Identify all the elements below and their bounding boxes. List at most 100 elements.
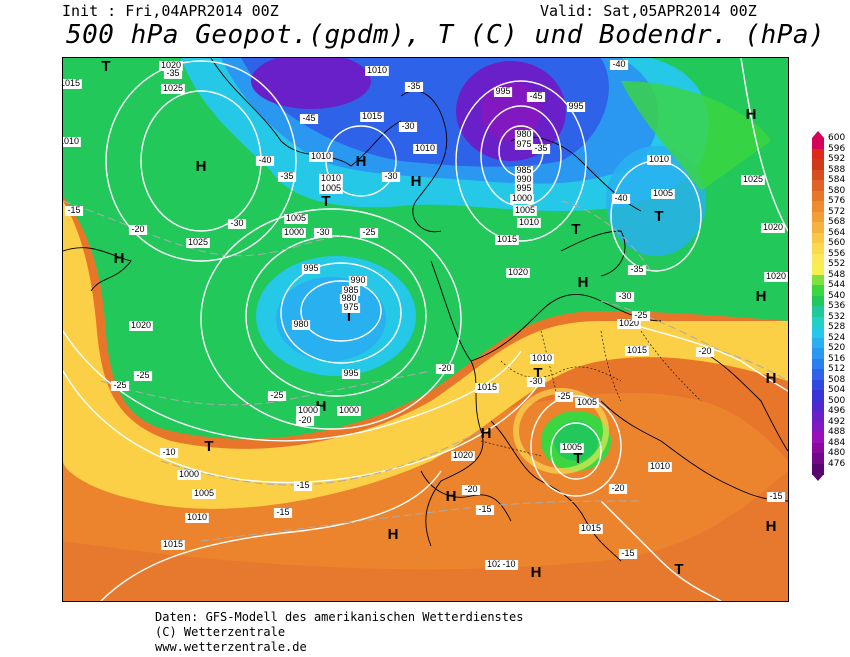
isobar-label: 1025 bbox=[743, 174, 763, 184]
legend-swatch bbox=[812, 232, 824, 244]
isobar-label: 1015 bbox=[497, 234, 517, 244]
legend-label: 600 bbox=[828, 133, 846, 143]
temp-lines bbox=[63, 200, 788, 542]
temperature-label: -20 bbox=[611, 483, 624, 493]
temperature-label: -30 bbox=[618, 291, 631, 301]
legend-label: 588 bbox=[828, 164, 846, 175]
isobar-label-bg bbox=[192, 489, 216, 499]
isobar-label-bg bbox=[319, 184, 343, 194]
high-pressure-label: H bbox=[746, 106, 757, 123]
legend-label: 576 bbox=[828, 196, 846, 206]
legend-label: 592 bbox=[828, 154, 846, 164]
isobar-label: 1010 bbox=[321, 173, 341, 183]
isobar-label: 1020 bbox=[766, 271, 786, 281]
legend-label: 520 bbox=[828, 343, 846, 353]
isobar-label: 980 bbox=[516, 129, 531, 139]
isobars bbox=[63, 58, 788, 601]
temperature-label-bg bbox=[435, 364, 455, 374]
temperature-label: -15 bbox=[478, 504, 491, 514]
isobar-label: 995 bbox=[516, 183, 531, 193]
isobar-label-bg bbox=[341, 303, 361, 313]
isobar-label-bg bbox=[579, 524, 603, 534]
temperature-label: -20 bbox=[464, 484, 477, 494]
temperature-label-bg bbox=[313, 228, 333, 238]
isobar-label: 1015 bbox=[63, 78, 80, 88]
temperature-label-bg bbox=[627, 265, 647, 275]
isobar-label-bg bbox=[451, 451, 475, 461]
temperature-label-bg bbox=[611, 194, 631, 204]
isobar-label-bg bbox=[517, 218, 541, 228]
isobar-label: 1000 bbox=[512, 193, 532, 203]
chart-title: 500 hPa Geopot.(gpdm), T (C) und Bodendr… bbox=[66, 20, 826, 50]
legend-label: 568 bbox=[828, 217, 846, 227]
legend-swatch bbox=[812, 148, 824, 160]
legend-label: 496 bbox=[828, 406, 846, 416]
temperature-label-bg bbox=[359, 228, 379, 238]
isobar-label-bg bbox=[510, 194, 534, 204]
isobar-label-bg bbox=[514, 140, 534, 150]
isobar-label: 1020 bbox=[619, 318, 639, 328]
isobar-label: 1010 bbox=[367, 65, 387, 75]
isobar-label-bg bbox=[625, 346, 649, 356]
legend-swatch bbox=[812, 421, 824, 433]
temperature-label: -15 bbox=[769, 491, 782, 501]
temperature-label: -35 bbox=[280, 171, 293, 181]
temperature-label-bg bbox=[615, 292, 635, 302]
isobar-label-bg bbox=[493, 87, 513, 97]
temperature-label: -10 bbox=[162, 447, 175, 457]
isobar-label-bg bbox=[177, 470, 201, 480]
isobar-label-bg bbox=[514, 166, 534, 176]
temperature-label-bg bbox=[163, 69, 183, 79]
legend-swatch bbox=[812, 159, 824, 170]
temperature-label-bg bbox=[554, 392, 574, 402]
footer-line-1: Daten: GFS-Modell des amerikanischen Wet… bbox=[155, 610, 524, 624]
isobar-label: 1010 bbox=[311, 151, 331, 161]
isobar-label: 995 bbox=[495, 86, 510, 96]
legend-swatch bbox=[812, 442, 824, 454]
isobar-label-bg bbox=[647, 155, 671, 165]
legend-swatch bbox=[812, 285, 824, 296]
temperature-label: -25 bbox=[557, 391, 570, 401]
isobar-label-bg bbox=[413, 144, 437, 154]
field-purple-core-w bbox=[251, 58, 371, 109]
legend-swatch bbox=[812, 253, 824, 265]
valid-time: Valid: Sat,05APR2014 00Z bbox=[540, 2, 757, 20]
isobar-label: 1025 bbox=[163, 83, 183, 93]
isobar-label: 1015 bbox=[627, 345, 647, 355]
temperature-label-bg bbox=[267, 391, 287, 401]
legend-swatch bbox=[812, 190, 824, 202]
temperature-label-bg bbox=[631, 311, 651, 321]
footer: Daten: GFS-Modell des amerikanischen Wet… bbox=[155, 610, 523, 655]
isobar-label-bg bbox=[129, 321, 153, 331]
isobar-label: 1015 bbox=[581, 523, 601, 533]
legend-swatch bbox=[812, 337, 824, 349]
legend-label: 504 bbox=[828, 385, 846, 395]
isobar-label: 1010 bbox=[415, 143, 435, 153]
isobar-label: 995 bbox=[303, 263, 318, 273]
temperature-label: -20 bbox=[438, 363, 451, 373]
pressure-centers: T H H H T T T H H H H T H T H H T H H T H H T bbox=[101, 58, 776, 581]
temperature-label: -35 bbox=[166, 68, 179, 78]
isobar-label-bg bbox=[514, 175, 534, 185]
isobar-label-bg bbox=[485, 560, 509, 570]
temperature-label-bg bbox=[255, 156, 275, 166]
isobar-label: 975 bbox=[516, 139, 531, 149]
isobar-label-bg bbox=[617, 319, 641, 329]
temperature-label-bg bbox=[695, 347, 715, 357]
temperature-label-bg bbox=[404, 82, 424, 92]
isobar-label: 1015 bbox=[163, 539, 183, 549]
isobar-label: 1000 bbox=[339, 405, 359, 415]
legend-label: 516 bbox=[828, 353, 846, 364]
temperature-label: -45 bbox=[302, 113, 315, 123]
legend-swatch bbox=[812, 306, 824, 317]
temperature-label: -45 bbox=[529, 91, 542, 101]
isobar-label: 1005 bbox=[653, 188, 673, 198]
temperature-label-bg bbox=[277, 172, 297, 182]
isobar-label-bg bbox=[161, 84, 185, 94]
isobar-label: 1010 bbox=[519, 217, 539, 227]
footer-line-2: (C) Wetterzentrale bbox=[155, 625, 286, 639]
isobar-label: 995 bbox=[343, 368, 358, 378]
field-ne-lobe bbox=[606, 146, 706, 256]
temperature-label: -35 bbox=[407, 81, 420, 91]
temperature-label-bg bbox=[618, 549, 638, 559]
